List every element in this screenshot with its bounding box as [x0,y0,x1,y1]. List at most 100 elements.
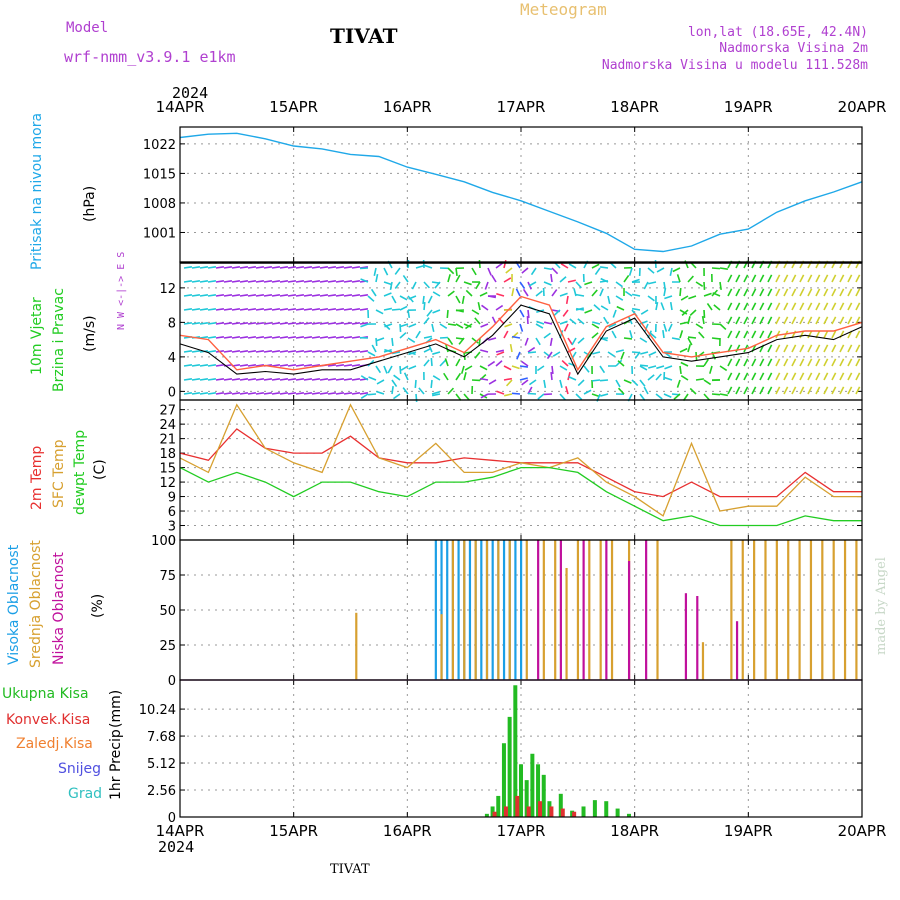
cloud-bar [775,540,778,680]
wind-arrow [199,364,209,367]
wind-arrow [215,364,225,367]
wind-arrow [663,393,672,398]
wind-arrow [271,364,281,367]
cloud-bar [434,540,437,680]
wind-arrow [767,386,773,395]
wind-arrow [327,336,337,339]
wind-arrow [519,281,526,290]
y-tick-label: 8 [168,316,176,331]
y-tick-label: 0 [168,674,176,689]
temp-ylabel3: dewpt Temp [72,429,88,515]
wind-arrow [735,372,741,381]
wind-arrow [680,375,689,381]
wind-arrow [458,337,465,345]
wind-arrow [561,359,569,367]
wind-arrow [815,302,821,311]
wind-arrow [375,309,384,315]
wind-arrow [634,351,641,359]
wind-arrow [695,323,704,329]
wind-arrow [263,378,273,381]
wind-arrow [319,378,329,381]
wind-arrow [424,264,433,269]
wind-arrow [799,302,805,311]
wind-arrow [535,290,543,297]
wind-arrow [855,288,861,297]
wind-arrow [327,266,337,269]
cloud-bar [605,540,608,680]
wind-arrow [537,393,545,400]
wind-arrow [484,281,489,290]
precip-bar [538,801,543,817]
wind-arrow [831,316,837,325]
wind-arrow [247,266,257,269]
wind-arrow [359,308,369,311]
wind-arrow [648,351,657,357]
wind-arrow [703,292,712,297]
wind-arrow [464,323,473,330]
wind-arrow [521,267,529,274]
wind-arrow [319,280,329,283]
wind-arrow [654,259,657,269]
y-tick-label: 6 [168,505,176,520]
wind-arrow [511,392,521,395]
wind-arrow [727,316,733,325]
wind-arrow [743,316,749,325]
wind-arrow [287,350,297,353]
wind-arrow [543,332,551,339]
wind-arrow [271,308,281,311]
pressure-unit: (hPa) [82,185,98,222]
wind-arrow [496,351,505,356]
wind-arrow [295,322,305,325]
wind-arrow [479,365,488,371]
model-label: Model [66,20,109,36]
wind-arrow [639,393,646,401]
wind-arrow [455,309,465,312]
wind-arrow [279,266,289,269]
y-tick-label: 21 [159,433,176,448]
wind-arrow [847,302,853,311]
wind-arrow [239,336,249,339]
wind-arrow [247,378,257,381]
wind-arrow [247,364,257,367]
wind-arrow [223,294,233,297]
wind-arrow [391,351,401,355]
wind-arrow [519,365,529,368]
wind-arrow [231,266,241,269]
wind-arrow [767,344,773,353]
precip-bar [519,764,523,817]
precip-unit: (mm) [108,689,124,728]
precip-ylabel: 1hr Precip [108,729,124,800]
wind-arrow [535,323,544,329]
wind-arrow [767,274,773,283]
wind-arrow [526,315,529,325]
wind-arrow [727,358,733,367]
pressure-ylabel: Pritisak na nivou mora [29,112,45,270]
cloud-bar [821,540,824,680]
wind-arrow [727,302,733,311]
wind-arrow [403,372,409,381]
meteogram-label: Meteogram [520,0,607,19]
wind-arrow [477,302,481,311]
wind-arrow [660,302,665,311]
wind-arrow [706,302,713,311]
wind-arrow [223,336,233,339]
wind-arrow [287,266,297,269]
y-tick-label: 1022 [143,138,176,153]
lonlat-label: lon,lat (18.65E, 42.4N) [687,25,868,40]
wind-arrow [415,264,424,269]
wind-arrow [536,320,545,325]
wind-arrow [815,372,821,381]
wind-arrow [799,274,805,283]
precip-bar [626,813,631,817]
precip-bar [507,716,512,817]
wind-arrow [669,301,673,311]
wind-arrow [400,323,409,328]
wind-arrow [640,351,649,355]
wind-arrow [791,386,797,395]
wind-arrow [505,267,513,274]
wind-arrow [727,386,733,395]
wind-arrow [516,351,521,360]
wind-arrow [719,267,729,270]
wind-arrow [775,316,781,325]
wind-arrow [207,378,217,381]
